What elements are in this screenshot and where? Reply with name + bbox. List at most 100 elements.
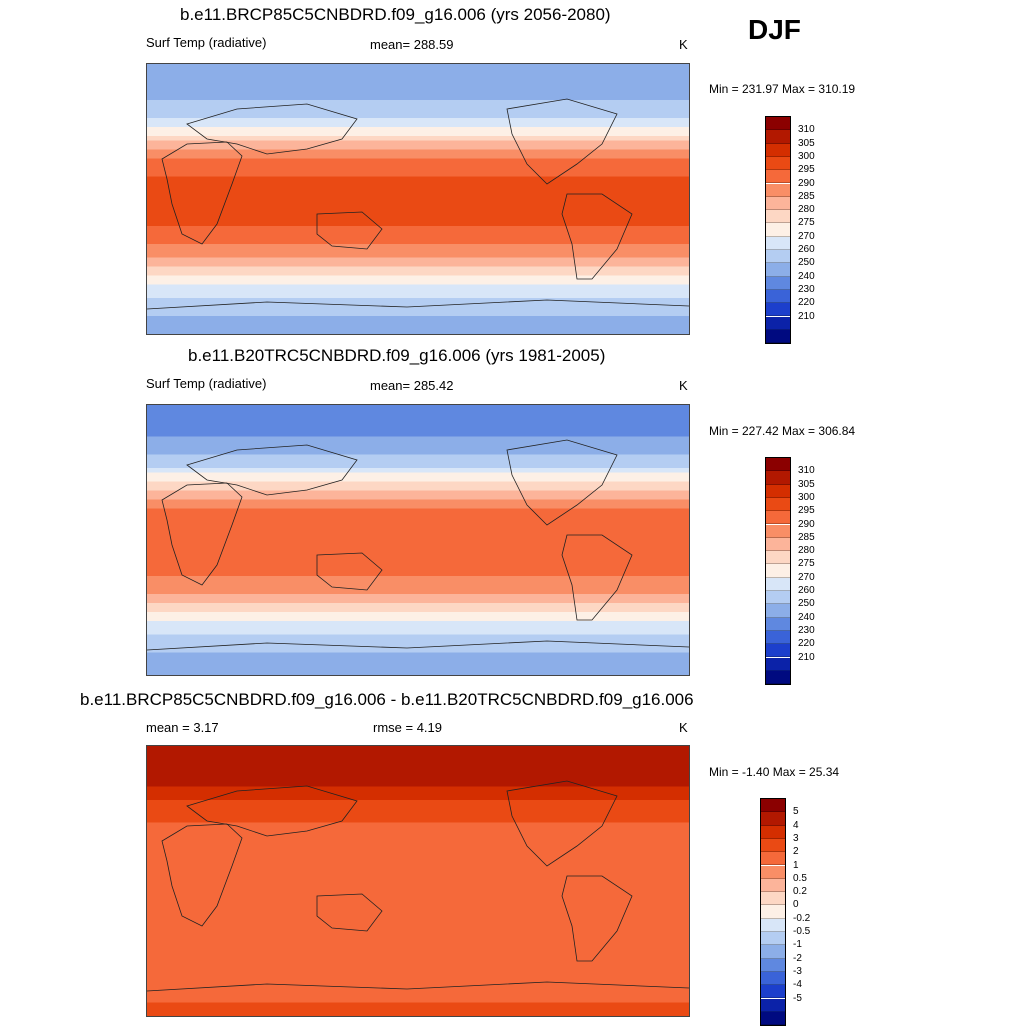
latitude-band [147,181,689,187]
colorbar-tick-label: 295 [798,164,815,176]
colorbar-tick-label: -4 [793,979,802,991]
latitude-band [147,325,689,331]
colorbar-swatch [766,644,790,658]
colorbar-tick-label: -1 [793,939,802,951]
season-label: DJF [748,14,801,45]
panel-2-units-label: K [679,378,688,393]
latitude-band [147,782,689,788]
panel-1-title: b.e11.BRCP85C5CNBDRD.f09_g16.006 (yrs 20… [180,5,611,24]
colorbar-tick-label: 2 [793,846,799,858]
panel-3-title: b.e11.BRCP85C5CNBDRD.f09_g16.006 - b.e11… [80,690,694,709]
latitude-band [147,481,689,487]
colorbar-swatch [761,945,785,959]
latitude-band [147,558,689,564]
latitude-band [147,652,689,658]
coastline [161,482,243,586]
colorbar-tick-label: 310 [798,124,815,136]
colorbar-swatch [766,156,790,171]
latitude-band [147,948,689,954]
coastline [147,640,689,651]
panel-2-variable-label: Surf Temp (radiative) [146,376,267,391]
coastline [506,780,618,867]
latitude-band [147,670,689,675]
latitude-band [147,917,689,923]
colorbar-swatch [761,865,785,879]
panel-1-colorbar: 310 305 300 295 290 285 280 275 270 260 250 240 230 2… [765,116,815,345]
colorbar-tick-label: 1 [793,859,799,871]
latitude-band [147,104,689,110]
colorbar-swatch [766,223,790,237]
latitude-band [147,598,689,604]
colorbar-swatch [766,630,790,645]
colorbar-swatch [761,1011,785,1026]
latitude-band [147,226,689,232]
colorbar-tick-label: 230 [798,283,815,295]
latitude-band [147,495,689,501]
panel-1-mean-label: mean= 288.59 [370,37,454,52]
latitude-band [147,912,689,918]
latitude-band [147,984,689,990]
panel-3-colorbar: 5 4 3 2 1 0.5 0.2 0 -0.2 -0.5 -1 -2 -3 -4 -5 [760,798,810,1026]
latitude-band [147,145,689,151]
latitude-band [147,113,689,119]
coastline [186,785,358,837]
coastline [316,893,383,932]
colorbar-swatch [761,905,785,919]
colorbar-swatch [766,524,790,538]
coastline [561,875,633,962]
latitude-band [147,666,689,672]
latitude-band [147,845,689,851]
latitude-band [147,885,689,891]
latitude-band [147,68,689,74]
latitude-band [147,82,689,88]
latitude-band [147,822,689,828]
latitude-band [147,176,689,182]
latitude-band [147,508,689,514]
colorbar-swatch [766,471,790,485]
colorbar-tick-label: 3 [793,832,799,844]
latitude-band [147,1011,689,1016]
colorbar-tick-label: 5 [793,806,799,818]
latitude-band [147,791,689,797]
coastline [186,444,358,496]
latitude-band [147,504,689,510]
latitude-band [147,64,689,70]
latitude-band [147,768,689,774]
latitude-band [147,993,689,999]
latitude-band [147,576,689,582]
colorbar-swatch [766,537,790,552]
latitude-band [147,302,689,308]
latitude-band [147,553,689,559]
colorbar-swatch [761,971,785,986]
latitude-band [147,463,689,469]
latitude-band [147,109,689,115]
latitude-band [147,953,689,959]
panel-3-map [146,745,690,1017]
latitude-band [147,818,689,824]
map-field [147,746,689,1016]
colorbar-tick-label: 4 [793,819,799,831]
latitude-band [147,271,689,277]
colorbar-swatch [766,196,790,211]
latitude-band [147,531,689,537]
colorbar-tick-label: 280 [798,545,815,557]
latitude-band [147,244,689,250]
colorbar-swatch [761,852,785,866]
latitude-band [147,571,689,577]
colorbar-swatch [766,511,790,525]
latitude-band [147,777,689,783]
latitude-band [147,257,689,263]
latitude-band [147,436,689,442]
colorbar-tick-label: 260 [798,585,815,596]
latitude-band [147,643,689,649]
latitude-band [147,921,689,927]
coastline [161,141,243,245]
colorbar-tick-label: 300 [798,491,815,503]
colorbar-tick-label: -3 [793,965,802,977]
latitude-band [147,962,689,968]
colorbar-swatch [766,484,790,498]
colorbar-tick-label: 0.2 [793,886,807,898]
latitude-band [147,149,689,155]
latitude-band [147,140,689,146]
latitude-band [147,262,689,268]
